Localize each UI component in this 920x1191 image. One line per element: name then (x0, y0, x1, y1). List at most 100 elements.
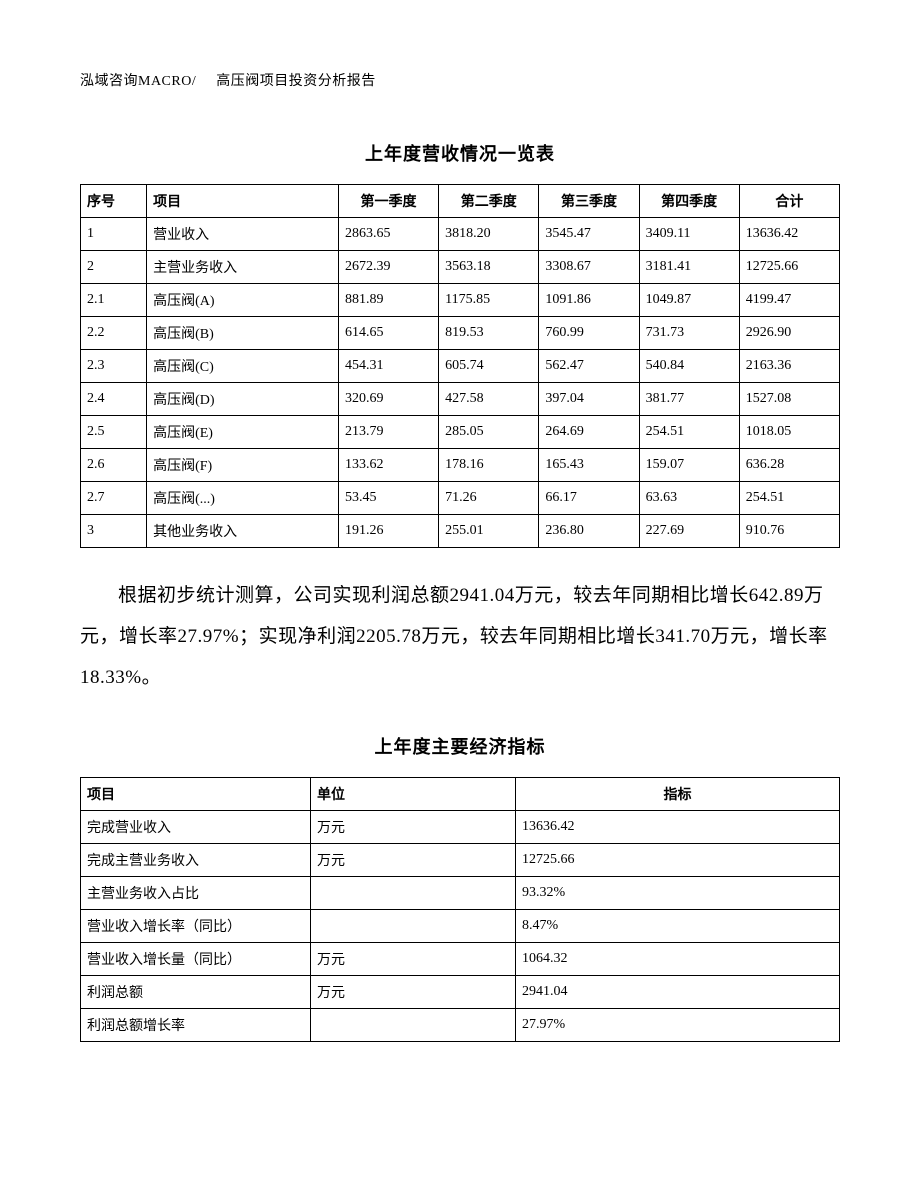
table-cell: 63.63 (639, 482, 739, 515)
table-cell: 381.77 (639, 383, 739, 416)
table-cell: 133.62 (338, 449, 438, 482)
table-cell: 利润总额增长率 (81, 1008, 311, 1041)
analysis-paragraph: 根据初步统计测算，公司实现利润总额2941.04万元，较去年同期相比增长642.… (80, 576, 840, 699)
table-cell: 2.3 (81, 350, 147, 383)
table-cell: 13636.42 (739, 218, 839, 251)
table-cell: 255.01 (439, 515, 539, 548)
table-cell: 3818.20 (439, 218, 539, 251)
table-cell: 1064.32 (516, 942, 840, 975)
table-cell: 营业收入 (147, 218, 339, 251)
table-cell (311, 909, 516, 942)
table-cell: 636.28 (739, 449, 839, 482)
table-cell: 高压阀(F) (147, 449, 339, 482)
table-cell: 191.26 (338, 515, 438, 548)
table-cell: 营业收入增长率（同比） (81, 909, 311, 942)
table-cell: 主营业务收入 (147, 251, 339, 284)
table-cell: 8.47% (516, 909, 840, 942)
table-row: 完成主营业务收入万元12725.66 (81, 843, 840, 876)
table-cell: 万元 (311, 975, 516, 1008)
table-row: 2.4高压阀(D)320.69427.58397.04381.771527.08 (81, 383, 840, 416)
table-cell: 1 (81, 218, 147, 251)
table-cell: 27.97% (516, 1008, 840, 1041)
table-row: 营业收入增长量（同比）万元1064.32 (81, 942, 840, 975)
table-cell: 3181.41 (639, 251, 739, 284)
table-cell (311, 1008, 516, 1041)
table-cell: 1175.85 (439, 284, 539, 317)
table-cell: 254.51 (639, 416, 739, 449)
table-cell: 227.69 (639, 515, 739, 548)
table-cell: 万元 (311, 843, 516, 876)
table-row: 1营业收入2863.653818.203545.473409.1113636.4… (81, 218, 840, 251)
table-cell: 178.16 (439, 449, 539, 482)
table-cell: 4199.47 (739, 284, 839, 317)
table2-title: 上年度主要经济指标 (80, 733, 840, 759)
table1-body: 1营业收入2863.653818.203545.473409.1113636.4… (81, 218, 840, 548)
header-company: 泓域咨询MACRO/ (80, 74, 196, 89)
table-cell: 614.65 (338, 317, 438, 350)
table-cell: 高压阀(D) (147, 383, 339, 416)
table-cell: 2.1 (81, 284, 147, 317)
table-cell: 13636.42 (516, 810, 840, 843)
table-cell: 264.69 (539, 416, 639, 449)
page-container: 泓域咨询MACRO/高压阀项目投资分析报告 上年度营收情况一览表 序号 项目 第… (0, 0, 920, 1102)
table-cell: 2 (81, 251, 147, 284)
table1-header-row: 序号 项目 第一季度 第二季度 第三季度 第四季度 合计 (81, 185, 840, 218)
table-cell: 2.2 (81, 317, 147, 350)
table-cell: 高压阀(E) (147, 416, 339, 449)
table-cell: 2.6 (81, 449, 147, 482)
table-cell: 605.74 (439, 350, 539, 383)
table1-title: 上年度营收情况一览表 (80, 140, 840, 166)
table2-body: 完成营业收入万元13636.42完成主营业务收入万元12725.66主营业务收入… (81, 810, 840, 1041)
table-cell: 主营业务收入占比 (81, 876, 311, 909)
table-cell: 760.99 (539, 317, 639, 350)
table-cell: 910.76 (739, 515, 839, 548)
th-total: 合计 (739, 185, 839, 218)
page-header: 泓域咨询MACRO/高压阀项目投资分析报告 (80, 70, 840, 90)
table-cell: 1049.87 (639, 284, 739, 317)
table-cell: 285.05 (439, 416, 539, 449)
th-q3: 第三季度 (539, 185, 639, 218)
table-row: 2.5高压阀(E)213.79285.05264.69254.511018.05 (81, 416, 840, 449)
table-cell: 881.89 (338, 284, 438, 317)
header-report-title: 高压阀项目投资分析报告 (216, 74, 376, 89)
revenue-table: 序号 项目 第一季度 第二季度 第三季度 第四季度 合计 1营业收入2863.6… (80, 184, 840, 548)
table-row: 2.2高压阀(B)614.65819.53760.99731.732926.90 (81, 317, 840, 350)
table-cell: 2941.04 (516, 975, 840, 1008)
table-cell: 2863.65 (338, 218, 438, 251)
th-item: 项目 (147, 185, 339, 218)
table-row: 利润总额增长率 27.97% (81, 1008, 840, 1041)
th-q2: 第二季度 (439, 185, 539, 218)
table-row: 主营业务收入占比 93.32% (81, 876, 840, 909)
table-cell: 93.32% (516, 876, 840, 909)
th2-item: 项目 (81, 777, 311, 810)
table-cell: 完成主营业务收入 (81, 843, 311, 876)
table-cell: 165.43 (539, 449, 639, 482)
table-cell: 其他业务收入 (147, 515, 339, 548)
table-cell: 高压阀(...) (147, 482, 339, 515)
table-row: 2.7高压阀(...)53.4571.2666.1763.63254.51 (81, 482, 840, 515)
table-cell: 540.84 (639, 350, 739, 383)
table-row: 完成营业收入万元13636.42 (81, 810, 840, 843)
th2-value: 指标 (516, 777, 840, 810)
table-row: 3其他业务收入191.26255.01236.80227.69910.76 (81, 515, 840, 548)
table-row: 2主营业务收入2672.393563.183308.673181.4112725… (81, 251, 840, 284)
table-row: 营业收入增长率（同比） 8.47% (81, 909, 840, 942)
table-cell: 213.79 (338, 416, 438, 449)
table-cell: 2.7 (81, 482, 147, 515)
table-cell: 320.69 (338, 383, 438, 416)
table-cell: 427.58 (439, 383, 539, 416)
table-cell: 2.4 (81, 383, 147, 416)
table-cell: 66.17 (539, 482, 639, 515)
indicators-table: 项目 单位 指标 完成营业收入万元13636.42完成主营业务收入万元12725… (80, 777, 840, 1042)
table-cell: 3409.11 (639, 218, 739, 251)
table-cell: 12725.66 (739, 251, 839, 284)
table-cell: 营业收入增长量（同比） (81, 942, 311, 975)
th2-unit: 单位 (311, 777, 516, 810)
table-cell: 2672.39 (338, 251, 438, 284)
th-q1: 第一季度 (338, 185, 438, 218)
table-cell: 12725.66 (516, 843, 840, 876)
table-cell: 高压阀(C) (147, 350, 339, 383)
table-cell (311, 876, 516, 909)
table-cell: 2163.36 (739, 350, 839, 383)
th-q4: 第四季度 (639, 185, 739, 218)
